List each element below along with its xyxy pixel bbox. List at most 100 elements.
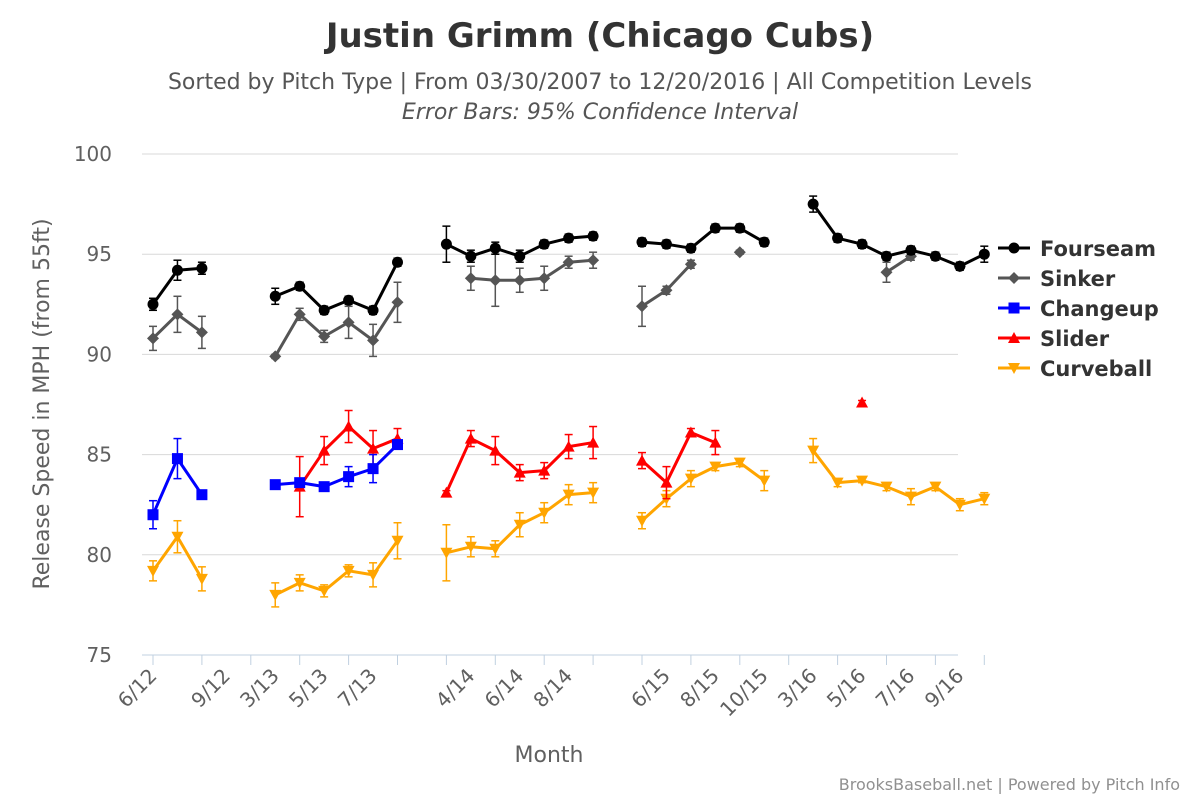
- y-axis-ticks: 75 80 85 90 95 100: [74, 142, 112, 667]
- x-tick-label: 7/16: [871, 664, 920, 713]
- fourseam-point: [343, 294, 355, 306]
- legend-label-changeup: Changeup: [1040, 297, 1159, 321]
- curveball-point: [440, 547, 453, 559]
- curveball-point: [293, 577, 306, 589]
- fourseam-point: [734, 222, 746, 234]
- slider-point: [562, 440, 575, 452]
- fourseam-point: [367, 304, 379, 316]
- curveball-point: [709, 461, 722, 473]
- legend-label-fourseam: Fourseam: [1040, 237, 1156, 261]
- legend-item-changeup: Changeup: [998, 297, 1159, 321]
- sinker-point: [367, 334, 380, 347]
- legend-marker-sinker: [1008, 272, 1020, 284]
- x-axis: 6/12 9/12 3/13 5/13 7/13 4/14 6/14 8/14 6/15 8/15…: [113, 654, 985, 722]
- curveball-point: [733, 457, 746, 469]
- curveball-point: [856, 475, 869, 487]
- sinker-point: [269, 350, 282, 363]
- series-sinker: [147, 246, 966, 363]
- legend-item-slider: Slider: [998, 327, 1110, 351]
- sinker-point: [318, 330, 331, 343]
- changeup-point: [367, 463, 379, 475]
- curveball-point: [807, 445, 820, 457]
- fourseam-point: [709, 222, 721, 234]
- sinker-point: [171, 308, 184, 321]
- slider-point: [318, 444, 331, 456]
- fourseam-point: [807, 198, 819, 210]
- curveball-point: [147, 565, 159, 577]
- series-changeup: [147, 437, 403, 530]
- curveball-point: [464, 541, 477, 553]
- curveball-line: [811, 449, 985, 507]
- fourseam-line: [641, 226, 765, 250]
- gridlines: [142, 153, 958, 556]
- fourseam-point: [465, 250, 477, 262]
- fourseam-line: [274, 261, 399, 312]
- slider-point: [636, 454, 648, 466]
- fourseam-point: [196, 262, 208, 274]
- sinker-point: [904, 250, 917, 263]
- changeup-point: [171, 453, 183, 465]
- legend-item-curveball: Curveball: [998, 357, 1152, 381]
- curveball-point: [171, 531, 184, 543]
- curveball-point: [513, 519, 526, 531]
- fourseam-point: [318, 304, 330, 316]
- curveball-point: [904, 491, 917, 503]
- fourseam-point: [881, 250, 892, 262]
- slider-line: [640, 431, 716, 485]
- fourseam-point: [171, 264, 183, 276]
- legend-marker-changeup: [1008, 302, 1020, 314]
- legend-marker-fourseam: [1008, 242, 1020, 254]
- curveball-point: [391, 535, 404, 547]
- x-tick-label: 6/12: [113, 664, 162, 713]
- sinker-point: [195, 326, 208, 339]
- fourseam-point: [660, 238, 672, 250]
- x-tick-label: 4/14: [431, 664, 480, 713]
- slider-point: [856, 396, 869, 408]
- curveball-point: [978, 493, 991, 505]
- legend-item-fourseam: Fourseam: [998, 237, 1156, 261]
- plot-area: [147, 195, 991, 608]
- y-tick-label: 95: [87, 242, 112, 266]
- fourseam-point: [978, 248, 990, 260]
- sinker-point: [733, 246, 746, 259]
- x-tick-label: 9/16: [920, 664, 969, 713]
- legend-marker-curveball: [1008, 363, 1020, 374]
- y-tick-label: 100: [74, 142, 112, 166]
- series-curveball: [147, 437, 991, 608]
- x-tick-label: 7/13: [333, 664, 382, 713]
- sinker-point: [538, 272, 551, 285]
- legend: Fourseam Sinker Changeup Slider Curveball: [998, 237, 1159, 381]
- legend-label-slider: Slider: [1040, 327, 1110, 351]
- chart-title: Justin Grimm (Chicago Cubs): [324, 16, 874, 56]
- curveball-point: [269, 589, 282, 601]
- sinker-point: [880, 266, 893, 279]
- curveball-point: [587, 487, 600, 499]
- sinker-point: [342, 316, 355, 329]
- sinker-line: [273, 301, 399, 358]
- changeup-point: [343, 471, 355, 483]
- sinker-point: [636, 300, 648, 313]
- sinker-point: [562, 256, 575, 269]
- curveball-point: [562, 489, 575, 501]
- x-tick-label: 5/13: [284, 664, 333, 713]
- y-tick-label: 75: [87, 643, 112, 667]
- curveball-point: [831, 477, 844, 489]
- fourseam-point: [538, 238, 550, 250]
- fourseam-point: [929, 250, 941, 262]
- fourseam-point: [147, 298, 159, 310]
- sinker-point: [489, 274, 502, 287]
- curveball-point: [953, 499, 966, 511]
- slider-point: [538, 464, 551, 476]
- fourseam-point: [954, 260, 966, 272]
- sinker-point: [513, 274, 526, 287]
- fourseam-point: [489, 242, 501, 254]
- fourseam-point: [856, 238, 868, 250]
- curveball-point: [367, 569, 380, 581]
- sinker-point: [684, 258, 697, 271]
- x-tick-label: 10/15: [715, 664, 773, 722]
- sinker-point: [464, 272, 477, 285]
- x-tick-label: 8/14: [528, 664, 577, 713]
- curveball-point: [880, 481, 893, 493]
- sinker-line: [885, 254, 912, 274]
